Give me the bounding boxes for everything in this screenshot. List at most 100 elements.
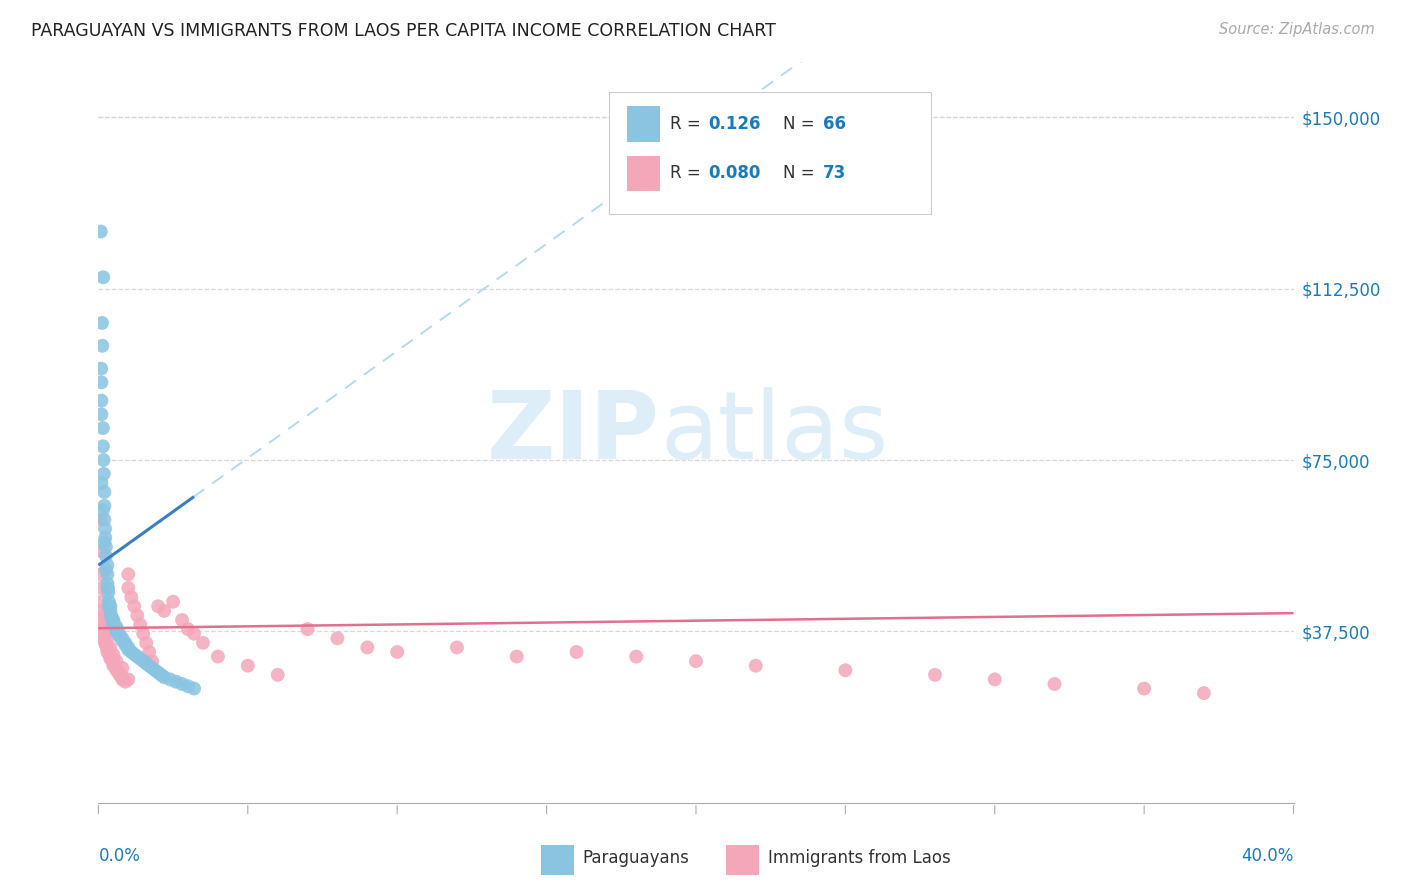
Point — [135, 636, 157, 650]
Point — [94, 522, 117, 536]
Point — [90, 225, 112, 239]
Point — [105, 620, 128, 634]
Point — [94, 549, 117, 563]
Point — [93, 632, 115, 646]
Point — [685, 654, 707, 668]
Point — [93, 453, 115, 467]
Point — [93, 485, 115, 500]
Point — [93, 467, 115, 481]
Point — [177, 679, 200, 693]
Point — [91, 421, 114, 435]
Text: PARAGUAYAN VS IMMIGRANTS FROM LAOS PER CAPITA INCOME CORRELATION CHART: PARAGUAYAN VS IMMIGRANTS FROM LAOS PER C… — [31, 22, 776, 40]
Point — [172, 613, 194, 627]
Point — [141, 654, 163, 668]
Point — [111, 673, 134, 687]
Text: N =: N = — [783, 115, 820, 133]
Point — [138, 658, 160, 673]
Point — [91, 439, 114, 453]
Point — [1043, 677, 1066, 691]
Point — [103, 615, 125, 630]
Point — [94, 563, 117, 577]
Point — [91, 316, 114, 330]
Point — [165, 674, 187, 689]
Text: R =: R = — [669, 115, 706, 133]
Point — [127, 608, 149, 623]
Point — [207, 649, 229, 664]
Point — [103, 647, 125, 661]
Point — [93, 626, 115, 640]
Point — [159, 673, 181, 687]
Point — [103, 613, 125, 627]
Point — [93, 535, 115, 549]
Point — [101, 611, 124, 625]
Point — [93, 512, 115, 526]
Text: ZIP: ZIP — [488, 386, 661, 479]
Point — [108, 629, 131, 643]
Point — [105, 654, 128, 668]
Point — [90, 475, 112, 490]
Point — [924, 668, 946, 682]
Point — [111, 633, 134, 648]
Point — [96, 558, 118, 573]
Point — [98, 649, 122, 664]
Point — [745, 658, 768, 673]
Point — [96, 645, 118, 659]
Point — [506, 649, 529, 664]
Text: Immigrants from Laos: Immigrants from Laos — [768, 849, 950, 867]
Point — [834, 663, 856, 677]
Point — [91, 270, 114, 285]
Point — [385, 645, 409, 659]
Text: 73: 73 — [823, 164, 846, 183]
Point — [108, 626, 131, 640]
Point — [96, 581, 118, 595]
Point — [150, 668, 173, 682]
Point — [97, 599, 120, 614]
Point — [124, 647, 146, 661]
Point — [91, 544, 114, 558]
Point — [177, 622, 200, 636]
Point — [108, 665, 131, 680]
Point — [162, 595, 184, 609]
Point — [183, 626, 205, 640]
Point — [148, 665, 170, 680]
Text: Source: ZipAtlas.com: Source: ZipAtlas.com — [1219, 22, 1375, 37]
Point — [129, 652, 152, 666]
Point — [565, 645, 588, 659]
FancyBboxPatch shape — [541, 845, 574, 875]
Point — [91, 503, 114, 517]
Point — [90, 595, 112, 609]
Point — [91, 604, 114, 618]
Point — [98, 652, 122, 666]
Point — [1192, 686, 1215, 700]
Point — [98, 640, 122, 655]
Point — [90, 376, 112, 390]
Point — [97, 595, 120, 609]
Point — [94, 540, 117, 554]
Point — [91, 622, 114, 636]
Point — [183, 681, 205, 696]
Point — [90, 581, 112, 595]
Point — [94, 531, 117, 545]
Point — [326, 632, 349, 646]
Point — [984, 673, 1007, 687]
Point — [90, 393, 112, 408]
Text: 40.0%: 40.0% — [1241, 847, 1294, 865]
Text: 66: 66 — [823, 115, 845, 133]
Point — [105, 663, 128, 677]
Point — [117, 673, 139, 687]
Point — [127, 649, 149, 664]
Point — [105, 624, 128, 639]
FancyBboxPatch shape — [627, 106, 661, 142]
Point — [267, 668, 290, 682]
Point — [97, 585, 120, 599]
Text: atlas: atlas — [661, 386, 889, 479]
Text: 0.080: 0.080 — [709, 164, 761, 183]
Text: Paraguayans: Paraguayans — [582, 849, 689, 867]
Point — [143, 663, 166, 677]
Point — [90, 408, 112, 422]
Point — [135, 657, 157, 671]
Point — [96, 576, 118, 591]
Point — [117, 642, 139, 657]
Point — [132, 626, 155, 640]
Point — [153, 670, 176, 684]
